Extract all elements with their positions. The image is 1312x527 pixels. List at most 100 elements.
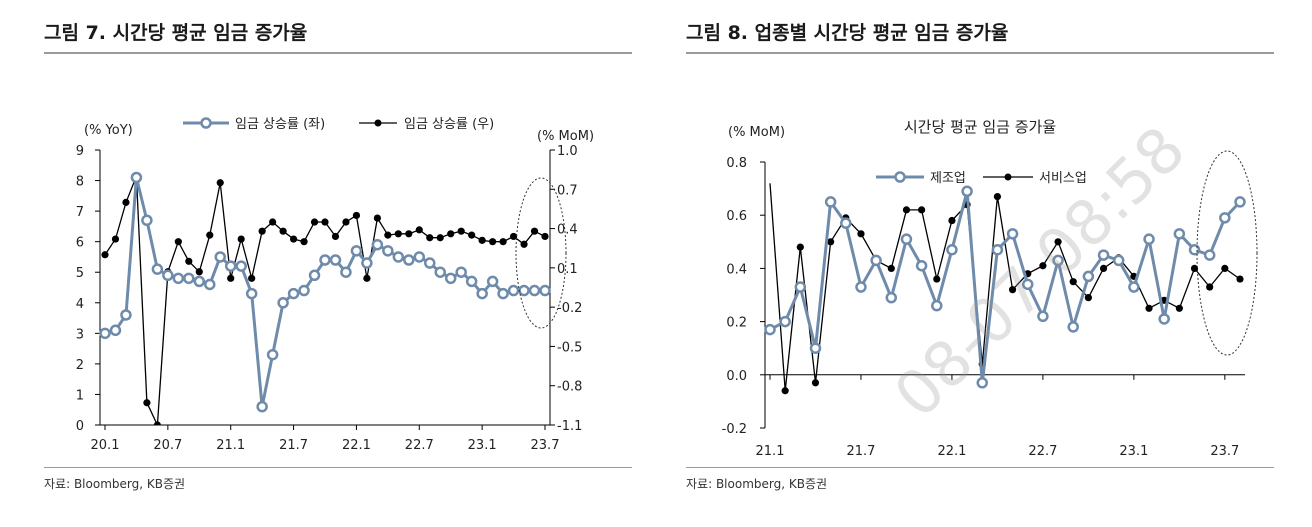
left-y-tick-label: 3 xyxy=(76,327,84,342)
series-services-point xyxy=(796,243,804,251)
series-left-point xyxy=(172,272,185,285)
y-tick-label: 0.8 xyxy=(726,156,747,171)
highlight-ellipse xyxy=(1196,150,1258,356)
series-services-point xyxy=(1069,278,1077,286)
legend-marker-right-series xyxy=(374,119,382,127)
series-right-point xyxy=(489,238,497,246)
x-tick-label: 22.7 xyxy=(1028,444,1057,459)
series-right-point xyxy=(111,235,120,243)
figure-7-source-rule xyxy=(44,467,632,468)
series-services-point xyxy=(1175,304,1183,312)
series-left-point xyxy=(204,278,216,291)
series-services-point xyxy=(1190,264,1199,272)
series-left-point xyxy=(287,287,300,300)
series-manufacturing-point xyxy=(1067,321,1079,333)
right-y-tick-label: 0.4 xyxy=(557,223,578,238)
series-services-point xyxy=(902,206,911,214)
figure-8-title: 그림 8. 업종별 시간당 평균 임금 증가율 xyxy=(686,22,1009,44)
series-manufacturing-point xyxy=(1188,244,1201,256)
series-left-point xyxy=(539,284,551,297)
series-right-point xyxy=(122,198,130,206)
left-y-tick-label: 9 xyxy=(76,144,84,159)
series-left-point xyxy=(256,400,268,413)
series-left-point xyxy=(298,284,310,297)
x-tick-label: 22.7 xyxy=(405,438,434,453)
series-left-point xyxy=(99,327,111,340)
x-tick-label: 21.1 xyxy=(756,444,785,459)
series-right-point xyxy=(279,227,287,235)
right-y-tick-label: 0.1 xyxy=(557,262,578,277)
series-right-point xyxy=(195,268,203,276)
series-manufacturing-point xyxy=(900,233,913,245)
figure-8-chart: 0.8 0.6 0.4 0.2 0.0 -0.2 21.1 21.7 22.1 22.7 23.1 2… xyxy=(722,118,1258,459)
series-right-point xyxy=(426,234,434,242)
series-right-point xyxy=(394,230,402,238)
series-left-point xyxy=(465,275,478,288)
series-right-point xyxy=(174,238,182,246)
left-y-tick-label: 1 xyxy=(76,388,84,403)
left-y-tick-label: 8 xyxy=(76,175,84,190)
series-services-point xyxy=(918,206,926,214)
series-services-point xyxy=(1039,262,1047,270)
series-manufacturing-point xyxy=(1037,310,1049,323)
series-left-point xyxy=(424,257,436,269)
x-tick-label: 21.1 xyxy=(216,438,245,453)
series-manufacturing-point xyxy=(1097,249,1110,261)
series-left-point xyxy=(486,275,499,288)
series-left-point xyxy=(340,266,352,278)
x-tick-label: 21.7 xyxy=(846,444,875,459)
series-manufacturing-point xyxy=(991,244,1004,256)
series-right-point xyxy=(509,232,518,241)
x-tick-label: 22.1 xyxy=(342,438,371,453)
series-left-point xyxy=(403,254,415,266)
y-tick-label: 0.2 xyxy=(726,316,747,331)
left-y-tick-label: 7 xyxy=(76,205,84,220)
left-y-tick-label: 4 xyxy=(76,297,84,312)
series-manufacturing-point xyxy=(946,244,958,256)
legend-label-right-series: 임금 상승률 (우) xyxy=(404,117,494,132)
series-manufacturing-point xyxy=(1234,196,1246,208)
left-y-tick-label: 5 xyxy=(76,266,84,281)
series-right-point xyxy=(342,218,350,226)
series-right-point xyxy=(216,179,224,187)
series-left-point xyxy=(193,275,206,288)
series-manufacturing-point xyxy=(976,377,989,389)
legend-label-manufacturing: 제조업 xyxy=(930,171,966,186)
series-left-point xyxy=(162,269,174,282)
series-right-point xyxy=(300,238,308,246)
series-right-point xyxy=(227,274,235,282)
figure-8-panel: 그림 8. 업종별 시간당 평균 임금 증가율 0.8 0.6 0.4 0.2 0.0 -… xyxy=(650,0,1312,527)
series-manufacturing-point xyxy=(1021,278,1034,291)
series-left-point xyxy=(109,324,122,337)
series-left-point xyxy=(528,284,541,297)
series-left-point xyxy=(497,287,509,300)
legend-marker-left-series xyxy=(200,117,212,129)
left-y-tick-label: 2 xyxy=(76,358,84,373)
chart-title: 시간당 평균 임금 증가율 xyxy=(904,118,1056,136)
x-tick-label: 21.7 xyxy=(279,438,308,453)
series-left-point xyxy=(130,171,143,184)
series-right-point xyxy=(530,227,539,235)
figure-7-panel: 그림 7. 시간당 평균 임금 증가율 0 1 2 3 4 5 6 7 8 9 1.0 0.7 0.4 0… xyxy=(0,0,650,527)
x-tick-label: 23.7 xyxy=(1210,444,1239,459)
series-services-point xyxy=(1099,264,1108,272)
series-right-point xyxy=(499,238,507,246)
series-manufacturing-point xyxy=(961,185,973,198)
series-left-point xyxy=(476,287,488,300)
series-services-point xyxy=(948,216,956,225)
series-services-point xyxy=(887,264,895,272)
figure-7-title: 그림 7. 시간당 평균 임금 증가율 xyxy=(44,22,308,44)
series-right-point xyxy=(153,421,161,425)
series-right-point xyxy=(143,399,151,407)
series-services-point xyxy=(1008,286,1017,294)
right-y-tick-label: -0.2 xyxy=(557,301,582,316)
x-tick-label: 23.7 xyxy=(531,438,560,453)
series-services-point xyxy=(1236,275,1244,283)
series-services-point xyxy=(1206,283,1214,291)
series-services-point xyxy=(1084,294,1092,302)
series-right-point xyxy=(237,235,245,243)
series-manufacturing-point xyxy=(779,315,791,328)
series-left-point xyxy=(245,287,258,300)
left-y-tick-label: 6 xyxy=(76,236,84,251)
series-services-point xyxy=(1145,304,1153,312)
